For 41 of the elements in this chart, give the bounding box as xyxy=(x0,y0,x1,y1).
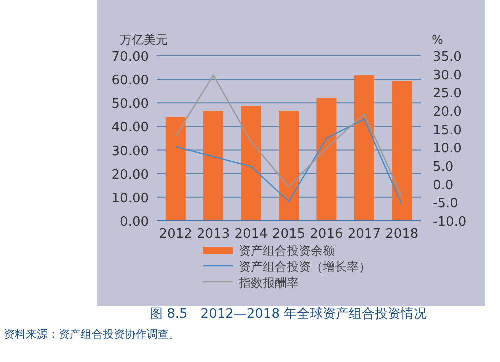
x-tick-label: 2018 xyxy=(386,227,419,242)
x-tick-label: 2014 xyxy=(234,227,268,242)
x-tick-label: 2012 xyxy=(159,227,192,242)
y-axis-title: 万亿美元 xyxy=(120,33,168,47)
y2-tick-label: 35.0 xyxy=(433,50,462,65)
y2-tick-label: 30.0 xyxy=(433,68,462,84)
text: 图 8.5 2012—2018 年全球资产组合投资情况 xyxy=(150,307,428,322)
y-tick-label: 30.00 xyxy=(112,144,149,160)
x-tick-label: 2015 xyxy=(272,227,306,242)
x-tick-label: 2017 xyxy=(348,227,381,242)
y-tick-label: 50.00 xyxy=(112,97,149,112)
y-tick-label: 0.00 xyxy=(120,215,149,230)
y-tick-label: 70.00 xyxy=(112,50,149,65)
bar xyxy=(241,106,262,221)
y2-tick-label: 0.0 xyxy=(433,178,454,194)
y2-tick-label: 20.0 xyxy=(433,105,462,120)
x-tick-label: 2013 xyxy=(197,227,230,242)
text: 资料来源：资产组合投资协作调查。 xyxy=(4,328,180,341)
y2-tick-label: -5.0 xyxy=(433,196,458,212)
x-tick-label: 2016 xyxy=(310,227,344,242)
bar xyxy=(392,81,412,221)
y-tick-label: 10.00 xyxy=(112,191,149,206)
bar xyxy=(354,76,374,221)
bar xyxy=(204,111,224,221)
legend-label: 资产组合投资（增长率） xyxy=(239,260,371,274)
bar xyxy=(316,98,337,221)
line-series xyxy=(175,118,403,206)
y2-axis-title: % xyxy=(432,33,444,47)
y-tick-label: 40.00 xyxy=(112,120,149,136)
line-series xyxy=(175,74,403,198)
y2-tick-label: 5.0 xyxy=(433,160,454,175)
y2-tick-label: 10.0 xyxy=(433,142,462,157)
y-tick-label: 20.00 xyxy=(112,168,149,183)
y2-tick-label: -10.0 xyxy=(433,215,467,230)
bar xyxy=(279,111,299,221)
legend-label: 资产组合投资余额 xyxy=(239,244,335,258)
legend-label: 指数报酬率 xyxy=(238,276,299,290)
y2-tick-label: 25.0 xyxy=(433,86,462,102)
bar xyxy=(166,118,186,221)
y2-tick-label: 15.0 xyxy=(433,123,462,138)
y-tick-label: 60.00 xyxy=(112,74,149,89)
